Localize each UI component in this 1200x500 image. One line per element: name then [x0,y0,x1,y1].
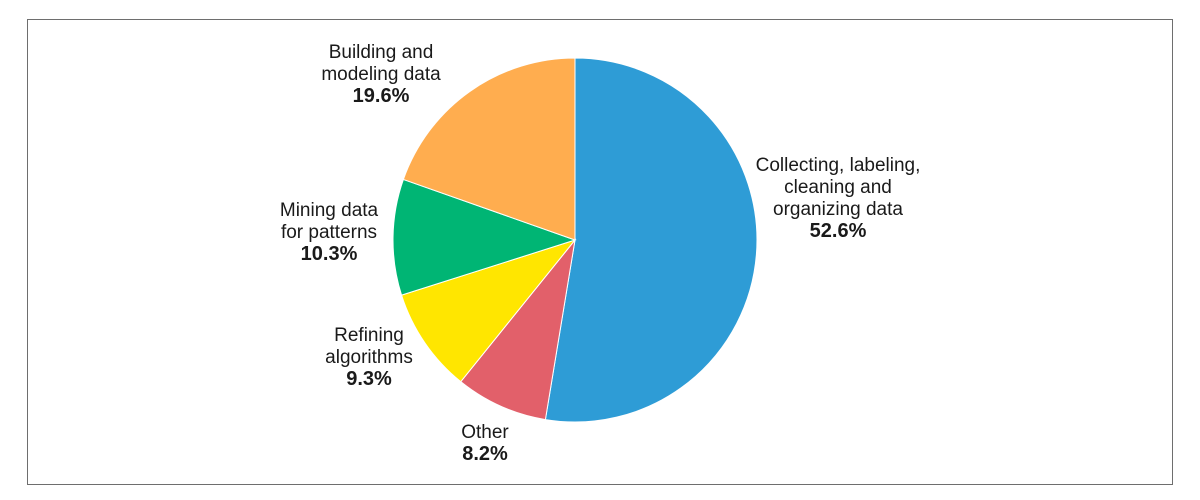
slice-percent-4: 19.6% [353,85,410,107]
pie-slices [392,57,758,423]
slice-label-3-line-1: for patterns [281,222,377,243]
slice-label-group-0: Collecting, labeling,cleaning andorganiz… [756,155,921,242]
slice-label-2-line-0: Refining [334,325,404,346]
slice-percent-0: 52.6% [810,220,867,242]
slice-label-0-line-1: cleaning and [784,177,892,198]
pie-slice-2 [400,239,577,383]
slice-label-0-line-2: organizing data [773,199,903,220]
pie-slice-1 [460,238,576,421]
pie-slice-3 [392,178,577,296]
slice-label-4-line-0: Building and [329,42,434,63]
slice-percent-3: 10.3% [301,243,358,265]
pie-labels: Collecting, labeling,cleaning andorganiz… [280,42,921,465]
pie-slice-4 [402,57,576,241]
slice-label-2-line-1: algorithms [325,347,413,368]
slice-label-1-line-0: Other [461,422,509,443]
slice-percent-2: 9.3% [346,368,392,390]
slice-percent-1: 8.2% [462,443,508,465]
slice-label-3-line-0: Mining data [280,200,379,221]
pie-slice-0 [544,57,758,423]
slice-label-0-line-0: Collecting, labeling, [756,155,921,176]
slice-label-4-line-1: modeling data [321,64,441,85]
